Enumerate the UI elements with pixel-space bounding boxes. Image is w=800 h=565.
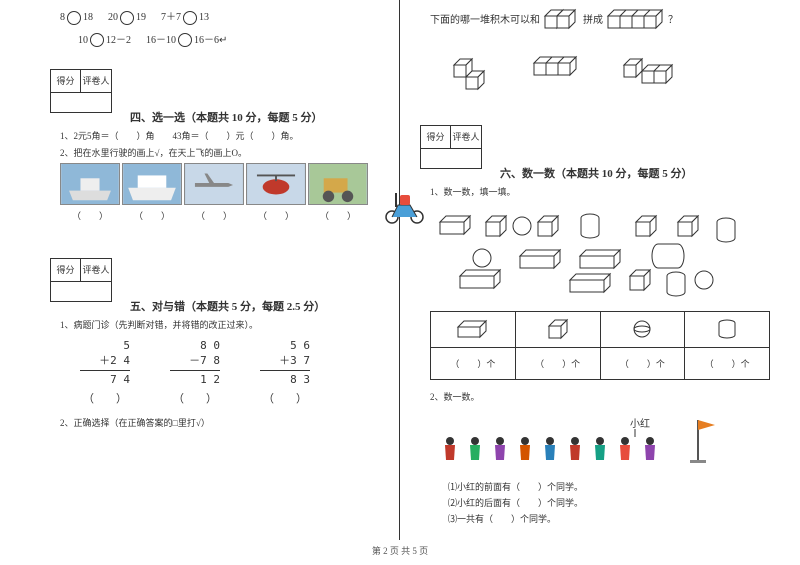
- cmp-suffix: ↵: [219, 35, 227, 46]
- p3-top: 5 6: [260, 339, 310, 352]
- section-6-title: 六、数一数（本题共 10 分，每题 5 分）: [500, 165, 693, 181]
- compare-row-2: 10 12－2 16－10 16－6↵: [60, 31, 387, 48]
- paren[interactable]: （ ）: [184, 209, 244, 222]
- p1-op: ＋2 4: [80, 352, 130, 368]
- page-footer: 第 2 页 共 5 页: [0, 540, 800, 557]
- block-ref-2: [606, 8, 666, 33]
- count-sphere[interactable]: （ ）个: [600, 348, 685, 380]
- paren[interactable]: （ ）: [80, 390, 130, 406]
- q6-1: 1、数一数，填一填。: [430, 185, 770, 198]
- section-4-title: 四、选一选（本题共 10 分，每题 5 分）: [130, 109, 323, 125]
- block-option-2[interactable]: [530, 51, 590, 91]
- q5-1: 1、病题门诊（先判断对错，并将错的改正过来）。: [60, 318, 387, 331]
- p2-ans: 1 2: [170, 373, 220, 386]
- shapes-scatter: [430, 208, 770, 301]
- cmp-5-right: 16－6: [194, 35, 219, 46]
- vehicle-cargo-ship: [122, 163, 182, 205]
- math-prob-3: 5 6 ＋3 7 8 3 （ ）: [260, 339, 310, 406]
- hdr-sphere: [600, 312, 685, 348]
- hdr-cube: [515, 312, 600, 348]
- score-empty[interactable]: [50, 282, 112, 302]
- grader-label: 评卷人: [81, 259, 111, 281]
- vehicle-ship: [60, 163, 120, 205]
- q-text-1: 下面的哪一堆积木可以和: [430, 15, 540, 26]
- block-option-1[interactable]: [450, 51, 500, 91]
- queue-figure: 小红: [430, 415, 770, 468]
- p2-top: 8 0: [170, 339, 220, 352]
- p1-top: 5: [80, 339, 130, 352]
- cmp-1-left: 8: [60, 12, 65, 23]
- vehicle-paren-row: （ ） （ ） （ ） （ ） （ ）: [60, 209, 387, 222]
- p3-ans: 8 3: [260, 373, 310, 386]
- sub-q3: ⑶一共有（ ）个同学。: [448, 512, 770, 525]
- vehicle-helicopter: [246, 163, 306, 205]
- math-prob-2: 8 0 －7 8 1 2 （ ）: [170, 339, 220, 406]
- cmp-5-left: 16－10: [146, 35, 176, 46]
- score-label: 得分: [51, 259, 81, 281]
- grader-label: 评卷人: [451, 126, 481, 148]
- cmp-2-right: 19: [136, 12, 146, 23]
- vehicle-roller: [308, 163, 368, 205]
- compare-row-1: 8 18 20 19 7＋7 13: [60, 8, 387, 25]
- blocks-question: 下面的哪一堆积木可以和 拼成 ？: [430, 8, 770, 33]
- paren[interactable]: （ ）: [246, 209, 306, 222]
- count-cuboid[interactable]: （ ）个: [431, 348, 516, 380]
- cmp-1-right: 18: [83, 12, 93, 23]
- vehicle-plane: [184, 163, 244, 205]
- vehicle-row: [60, 163, 387, 205]
- sub-q1: ⑴小红的前面有（ ）个同学。: [448, 480, 770, 493]
- compare-circle[interactable]: [90, 33, 104, 47]
- math-prob-1: 5 ＋2 4 7 4 （ ）: [80, 339, 130, 406]
- cmp-3-right: 13: [199, 12, 209, 23]
- q-mark: ？: [668, 15, 678, 26]
- score-empty[interactable]: [420, 149, 482, 169]
- paren[interactable]: （ ）: [60, 209, 120, 222]
- score-label: 得分: [51, 70, 81, 92]
- compare-circle[interactable]: [120, 11, 134, 25]
- shape-count-table: （ ）个 （ ）个 （ ）个 （ ）个: [430, 311, 770, 380]
- hdr-cylinder: [685, 312, 770, 348]
- score-label: 得分: [421, 126, 451, 148]
- section-5-title: 五、对与错（本题共 5 分，每题 2.5 分）: [130, 298, 325, 314]
- q4-2: 2、把在水里行驶的画上√，在天上飞的画上O。: [60, 146, 387, 159]
- q5-2: 2、正确选择（在正确答案的□里打√）: [60, 416, 387, 429]
- block-options: [450, 51, 770, 91]
- paren[interactable]: （ ）: [170, 390, 220, 406]
- score-box-6: 得分 评卷人: [420, 125, 482, 149]
- cmp-3-left: 7＋7: [161, 12, 181, 23]
- paren[interactable]: （ ）: [308, 209, 368, 222]
- cmp-4-left: 10: [78, 35, 88, 46]
- compare-circle[interactable]: [178, 33, 192, 47]
- cmp-2-left: 20: [108, 12, 118, 23]
- score-empty[interactable]: [50, 93, 112, 113]
- count-cube[interactable]: （ ）个: [515, 348, 600, 380]
- q-text-2: 拼成: [583, 15, 603, 26]
- compare-circle[interactable]: [67, 11, 81, 25]
- math-problems: 5 ＋2 4 7 4 （ ） 8 0 －7 8 1 2 （ ） 5 6 ＋3 7…: [80, 339, 387, 406]
- xiaohong-label: 小红: [630, 417, 650, 430]
- paren[interactable]: （ ）: [122, 209, 182, 222]
- hdr-cuboid: [431, 312, 516, 348]
- score-box-4: 得分 评卷人: [50, 69, 112, 93]
- score-box-5: 得分 评卷人: [50, 258, 112, 282]
- count-cylinder[interactable]: （ ）个: [685, 348, 770, 380]
- q4-1: 1、2元5角＝（ ）角 43角＝（ ）元（ ）角。: [60, 129, 387, 142]
- scooter-icon: [382, 185, 427, 225]
- block-ref-1: [543, 8, 581, 33]
- block-option-3[interactable]: [620, 51, 690, 91]
- sub-q2: ⑵小红的后面有（ ）个同学。: [448, 496, 770, 509]
- q6-2: 2、数一数。: [430, 390, 770, 403]
- cmp-4-right: 12－2: [106, 35, 131, 46]
- compare-circle[interactable]: [183, 11, 197, 25]
- p3-op: ＋3 7: [260, 352, 310, 368]
- paren[interactable]: （ ）: [260, 390, 310, 406]
- p1-ans: 7 4: [80, 373, 130, 386]
- p2-op: －7 8: [170, 352, 220, 368]
- grader-label: 评卷人: [81, 70, 111, 92]
